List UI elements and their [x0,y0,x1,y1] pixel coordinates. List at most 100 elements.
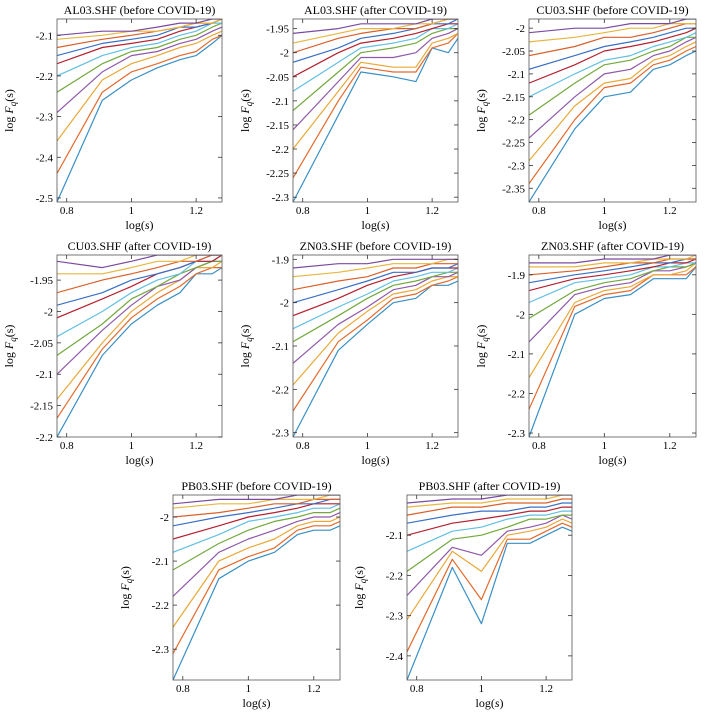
x-tick-label: 0.8 [296,440,310,452]
series-line-11 [57,19,222,36]
series-line-1 [57,267,222,437]
y-tick-label: -2.1 [36,369,53,381]
chart-panel-7: 0.8 1 1.2 -2.3 -2.2 -2.1 -2 PB03.SHF (before CO… [118,479,341,710]
series-line-2 [173,520,340,654]
chart-panel-1: 0.8 1 1.2 -2.5 -2.4 -2.3 -2.2 -2.1 AL03.SHF (bef… [2,3,223,232]
y-axis-label-suffix: (s) [2,325,16,338]
chart-panel-8: 0.8 1 1.2 -2.4 -2.3 -2.2 -2.1 PB03.SHF (after C… [352,479,573,710]
y-tick-label: -2.25 [266,168,289,180]
y-axis-label-prefix: log [352,591,366,609]
y-axis-label-main: F [238,341,252,350]
series-line-6 [173,503,340,553]
y-axis-label: log Fq(s) [2,325,18,368]
x-tick-label: 0.8 [410,683,424,695]
series-line-6 [407,510,572,552]
y-axis-label-suffix: (s) [238,89,252,102]
series-group [57,19,222,202]
series-group [529,19,696,202]
y-axis-label-sub: q [8,337,18,342]
x-tick-label: 1.2 [425,205,439,217]
x-axis-label: log(s) [125,453,153,467]
x-axis-label-prefix: log( [361,218,380,232]
series-line-5 [173,507,340,571]
series-line-1 [529,266,696,437]
series-line-8 [529,27,696,70]
y-tick-label: -2.1 [508,69,525,81]
plot-frame [56,254,223,438]
series-line-10 [57,19,222,40]
plot-frame [172,494,341,681]
y-axis-label-prefix: log [2,114,16,132]
y-tick-label: -2 [44,306,53,318]
x-axis-label-suffix: ) [500,696,504,710]
x-tick-label: 0.8 [532,440,546,452]
series-line-1 [407,526,572,680]
y-axis-label: log Fq(s) [238,89,254,132]
x-tick-label: 1.2 [539,683,553,695]
y-tick-label: -2.4 [386,651,404,663]
x-tick-label: 1.2 [663,440,677,452]
y-tick-label: -2.5 [36,193,54,205]
series-line-3 [529,41,696,162]
series-line-9 [407,498,572,516]
x-tick-label: 1.2 [189,440,203,452]
y-tick-label: -2.05 [502,46,525,58]
x-axis-label-var: s [145,453,150,467]
series-line-8 [529,258,696,284]
series-line-6 [529,32,696,98]
y-tick-label: -2.1 [508,349,525,361]
series-line-2 [293,276,458,412]
y-axis-label-prefix: log [2,349,16,367]
y-tick-label: -2 [516,309,525,321]
y-tick-label: -2.05 [266,72,289,84]
x-axis-label-var: s [381,453,386,467]
plot-frame [406,494,573,681]
y-tick-label: -1.9 [272,254,290,266]
x-axis-label-prefix: log( [598,218,617,232]
x-axis-label-suffix: ) [623,453,627,467]
series-line-7 [529,258,696,292]
x-axis-label-var: s [618,453,623,467]
series-line-4 [57,26,222,113]
series-line-11 [57,255,222,269]
y-axis-label-main: F [352,583,366,592]
y-tick-label: -2.3 [152,644,170,656]
y-tick-label: -1.95 [30,275,53,287]
series-line-2 [529,266,696,410]
series-group [57,255,222,437]
y-tick-label: -2.1 [272,341,289,353]
x-tick-label: 1 [479,683,485,695]
y-tick-label: -2 [280,48,289,60]
series-line-6 [57,22,222,77]
series-line-2 [529,45,696,185]
x-tick-label: 1 [602,440,608,452]
series-line-11 [173,495,340,505]
series-line-11 [407,495,572,504]
y-tick-label: -2.2 [272,384,289,396]
y-axis-label-prefix: log [474,349,488,367]
chart-panel-6: 0.8 1 1.2 -2.3 -2.2 -2.1 -2 -1.9 ZN03.SHF (after… [474,239,697,467]
x-tick-label: 1 [365,205,371,217]
x-axis-label-var: s [262,696,267,710]
y-axis-label-prefix: log [474,114,488,132]
y-tick-label: -2 [160,512,169,524]
series-line-2 [57,34,222,174]
y-axis-label-main: F [474,106,488,115]
series-line-8 [173,498,340,527]
series-line-2 [407,522,572,653]
y-axis-label-main: F [238,106,252,115]
series-line-5 [407,514,572,572]
chart-panel-3: 0.8 1 1.2 -2.35 -2.3 -2.25 -2.2 -2.15 -2.1 -2.05 -… [474,3,697,232]
x-axis-label-suffix: ) [386,218,390,232]
y-axis-label-main: F [474,341,488,350]
series-line-10 [407,495,572,508]
y-axis-label-sub: q [124,578,134,583]
y-tick-label: -2.1 [152,556,169,568]
y-axis-label-suffix: (s) [474,89,488,102]
series-line-9 [173,498,340,518]
series-line-10 [529,23,696,43]
series-line-11 [529,19,696,34]
y-tick-label: -2.05 [30,338,53,350]
series-line-9 [293,263,458,291]
y-axis-label-suffix: (s) [352,566,366,579]
